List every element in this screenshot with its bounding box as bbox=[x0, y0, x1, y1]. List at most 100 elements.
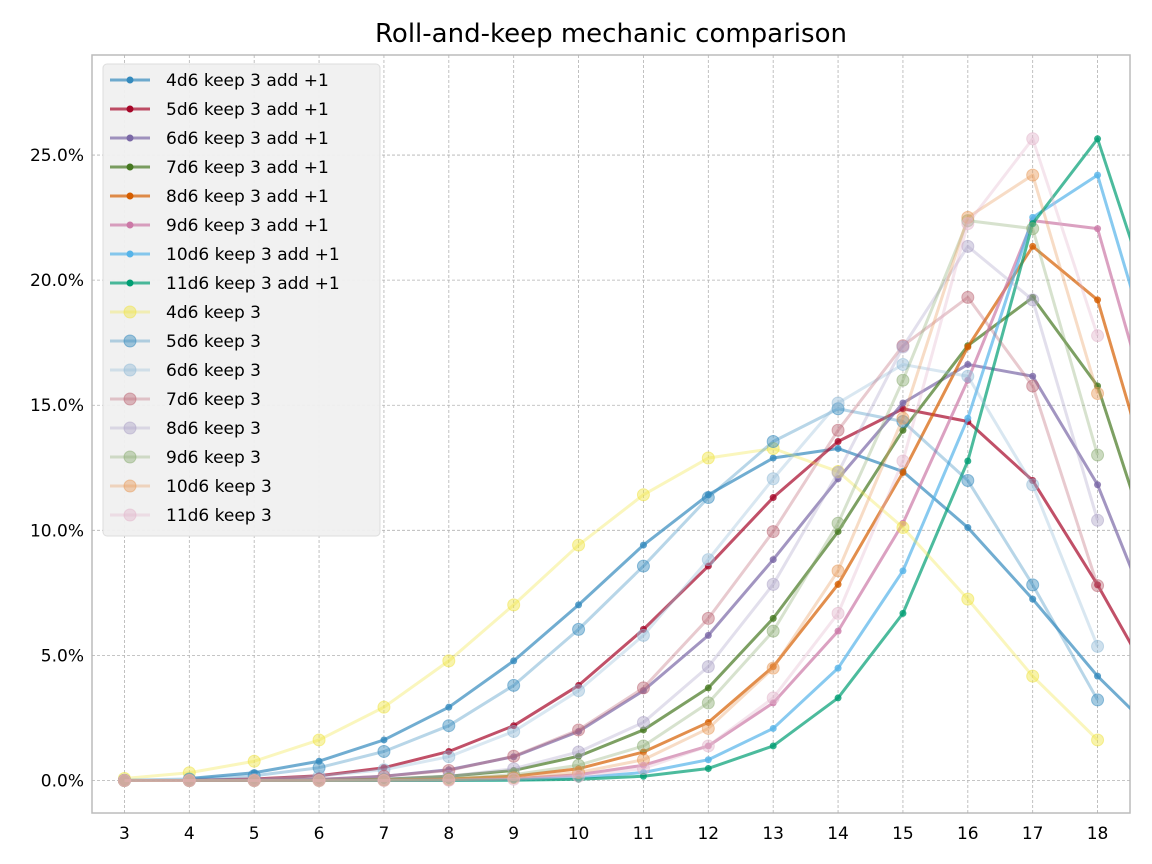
data-point bbox=[380, 764, 388, 772]
legend-swatch-marker bbox=[126, 250, 134, 258]
data-point bbox=[704, 684, 712, 692]
legend-label: 8d6 keep 3 add +1 bbox=[166, 187, 329, 207]
data-point bbox=[572, 684, 586, 698]
legend-label: 6d6 keep 3 bbox=[166, 361, 261, 381]
data-point bbox=[896, 373, 910, 387]
data-point bbox=[831, 516, 845, 530]
legend-box bbox=[102, 63, 381, 537]
data-point bbox=[899, 399, 907, 407]
series-line bbox=[124, 244, 1100, 782]
series-14 bbox=[117, 168, 1105, 787]
legend-label: 10d6 keep 3 add +1 bbox=[166, 245, 340, 265]
legend-item: 4d6 keep 3 add +1 bbox=[110, 71, 329, 91]
series-line bbox=[124, 362, 1099, 782]
data-point bbox=[510, 657, 518, 665]
data-point bbox=[964, 524, 972, 532]
legend: 4d6 keep 3 add +1 5d6 keep 3 add +1 6d6 ke… bbox=[102, 63, 381, 537]
data-point bbox=[572, 765, 586, 779]
legend-item: 6d6 keep 3 bbox=[110, 361, 261, 381]
x-tick-label: 7 bbox=[379, 824, 390, 844]
legend-swatch-marker bbox=[126, 105, 134, 113]
data-point bbox=[1094, 672, 1102, 680]
data-point bbox=[377, 763, 391, 777]
data-point bbox=[636, 739, 650, 753]
series-13 bbox=[117, 214, 1105, 787]
legend-swatch-marker bbox=[126, 192, 134, 200]
data-point bbox=[704, 562, 712, 570]
data-point bbox=[766, 661, 780, 675]
data-point bbox=[377, 773, 391, 787]
x-tick-label: 13 bbox=[762, 824, 784, 844]
data-point bbox=[701, 739, 715, 753]
series-line bbox=[124, 407, 1099, 782]
series-line bbox=[124, 295, 1099, 782]
data-point bbox=[834, 445, 842, 453]
data-point bbox=[964, 343, 972, 351]
series-line bbox=[124, 447, 1099, 780]
series-line bbox=[189, 137, 1130, 782]
data-point bbox=[899, 609, 907, 617]
data-point bbox=[636, 559, 650, 573]
data-point bbox=[572, 538, 586, 552]
data-point bbox=[182, 773, 196, 787]
data-point bbox=[1091, 329, 1105, 343]
data-point bbox=[1091, 448, 1105, 462]
legend-swatch-marker bbox=[123, 305, 137, 319]
data-point bbox=[831, 606, 845, 620]
legend-item: 7d6 keep 3 add +1 bbox=[110, 158, 329, 178]
legend-item: 6d6 keep 3 add +1 bbox=[110, 129, 329, 149]
legend-item: 4d6 keep 3 bbox=[110, 303, 261, 323]
data-point bbox=[575, 727, 583, 735]
data-point bbox=[1029, 372, 1037, 380]
data-point bbox=[766, 525, 780, 539]
data-point bbox=[1091, 386, 1105, 400]
data-point bbox=[312, 733, 326, 747]
data-point bbox=[704, 756, 712, 764]
data-point bbox=[1091, 513, 1105, 527]
x-tick-label: 12 bbox=[697, 824, 719, 844]
data-point bbox=[247, 754, 261, 768]
data-point bbox=[964, 414, 972, 422]
data-point bbox=[1026, 379, 1040, 393]
legend-swatch-marker bbox=[123, 479, 137, 493]
x-tick-label: 16 bbox=[957, 824, 979, 844]
legend-swatch-marker bbox=[123, 508, 137, 522]
data-point bbox=[247, 769, 261, 783]
legend-label: 9d6 keep 3 bbox=[166, 448, 261, 468]
series-line bbox=[124, 173, 1100, 782]
legend-label: 8d6 keep 3 bbox=[166, 419, 261, 439]
data-point bbox=[769, 494, 777, 502]
data-point bbox=[831, 564, 845, 578]
data-point bbox=[896, 357, 910, 371]
series-line bbox=[189, 447, 1130, 780]
data-point bbox=[964, 457, 972, 465]
data-point bbox=[510, 753, 518, 761]
data-point bbox=[1029, 242, 1037, 250]
x-tick-label: 11 bbox=[633, 824, 655, 844]
data-point bbox=[507, 678, 521, 692]
data-point bbox=[961, 592, 975, 606]
data-point bbox=[961, 239, 975, 253]
data-point bbox=[1026, 669, 1040, 683]
data-point bbox=[1026, 222, 1040, 236]
data-point bbox=[377, 700, 391, 714]
data-point bbox=[636, 681, 650, 695]
data-point bbox=[831, 423, 845, 437]
legend-item: 10d6 keep 3 bbox=[110, 477, 272, 497]
chart-title: Roll-and-keep mechanic comparison bbox=[375, 19, 847, 49]
data-point bbox=[1029, 293, 1037, 301]
data-point bbox=[701, 660, 715, 674]
y-tick-label: 20.0% bbox=[30, 271, 84, 291]
data-point bbox=[445, 703, 453, 711]
legend-item: 9d6 keep 3 add +1 bbox=[110, 216, 329, 236]
legend-label: 9d6 keep 3 add +1 bbox=[166, 216, 329, 236]
data-point bbox=[769, 663, 777, 671]
y-axis-ticks: 0.0% 5.0% 10.0% 15.0% 20.0% 25.0% bbox=[30, 146, 84, 791]
data-point bbox=[636, 628, 650, 642]
series-8 bbox=[117, 442, 1105, 785]
data-point bbox=[831, 396, 845, 410]
data-point bbox=[1094, 135, 1102, 143]
data-point bbox=[575, 601, 583, 609]
data-point bbox=[769, 614, 777, 622]
